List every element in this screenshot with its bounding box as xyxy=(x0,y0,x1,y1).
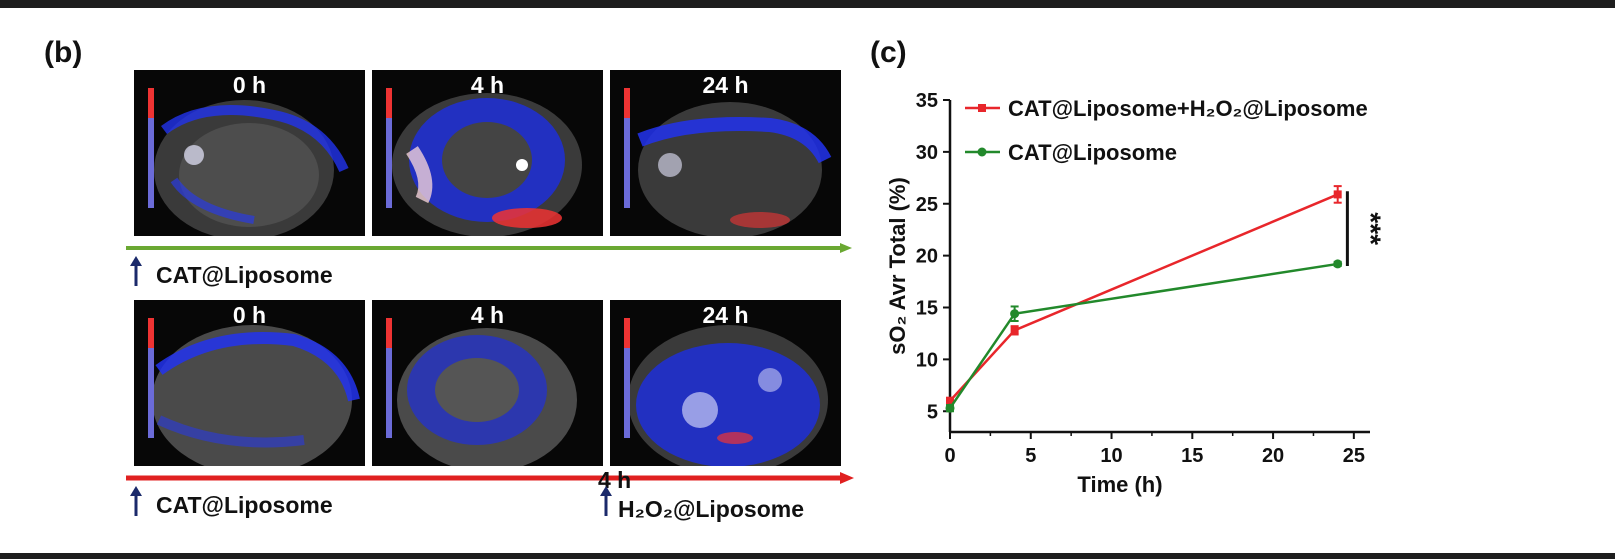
y-tick-label: 35 xyxy=(916,90,938,112)
series-line xyxy=(949,193,1339,402)
second-time-label: 4 h xyxy=(598,467,632,493)
image-panel-row1-0h: 0 h xyxy=(134,70,365,236)
time-label: 24 h xyxy=(702,72,749,98)
x-tick-label: 10 xyxy=(1100,445,1122,467)
legend-marker xyxy=(977,147,987,157)
image-panel-row1-24h: 24 h xyxy=(610,70,841,236)
time-label: 4 h xyxy=(470,302,505,328)
x-tick-label: 15 xyxy=(1181,445,1203,467)
y-tick-label: 10 xyxy=(916,349,938,371)
up-arrow-icon xyxy=(130,256,142,286)
panel-b-label: (b) xyxy=(44,36,83,69)
time-label: 24 h xyxy=(702,302,749,328)
panel-c-label: (c) xyxy=(870,36,907,69)
x-tick-label: 0 xyxy=(944,445,955,467)
data-point xyxy=(946,396,954,405)
y-tick-label: 20 xyxy=(916,246,938,268)
legend-marker xyxy=(978,104,986,112)
y-axis-title: sO₂ Avr Total (%) xyxy=(885,177,910,355)
timeline-row1 xyxy=(126,243,852,253)
data-point xyxy=(1333,259,1343,269)
significance-label: *** xyxy=(1355,212,1386,245)
legend-label: CAT@Liposome xyxy=(1008,140,1177,165)
y-tick-label: 25 xyxy=(916,194,938,216)
injection-label: CAT@Liposome xyxy=(156,262,333,288)
timeline-row2 xyxy=(126,472,854,484)
x-tick-label: 25 xyxy=(1343,445,1365,467)
data-point xyxy=(1333,190,1342,199)
image-panel-row2-0h: 0 h xyxy=(134,300,365,466)
second-injection-label: H₂O₂@Liposome xyxy=(618,496,804,522)
image-panel-row1-4h: 4 h xyxy=(372,70,603,236)
up-arrow-icon xyxy=(130,486,142,516)
x-tick-label: 5 xyxy=(1025,445,1036,467)
up-arrow-icon xyxy=(600,486,612,516)
data-point xyxy=(1010,309,1020,319)
x-tick-label: 20 xyxy=(1262,445,1284,467)
time-label: 0 h xyxy=(232,302,267,328)
y-tick-label: 15 xyxy=(916,298,938,320)
image-panel-row2-4h: 4 h xyxy=(372,300,603,466)
figure-canvas: (b) (c) 0 h 4 h xyxy=(0,8,1615,553)
x-axis-title: Time (h) xyxy=(1077,472,1162,497)
data-point xyxy=(945,403,955,413)
time-label: 0 h xyxy=(232,72,267,98)
data-point xyxy=(1010,326,1019,335)
y-tick-label: 5 xyxy=(927,401,938,423)
image-panel-row2-24h: 24 h xyxy=(610,300,841,466)
legend-label: CAT@Liposome+H₂O₂@Liposome xyxy=(1008,96,1368,121)
injection-label: CAT@Liposome xyxy=(156,492,333,518)
y-tick-label: 30 xyxy=(916,142,938,164)
time-label: 4 h xyxy=(470,72,505,98)
